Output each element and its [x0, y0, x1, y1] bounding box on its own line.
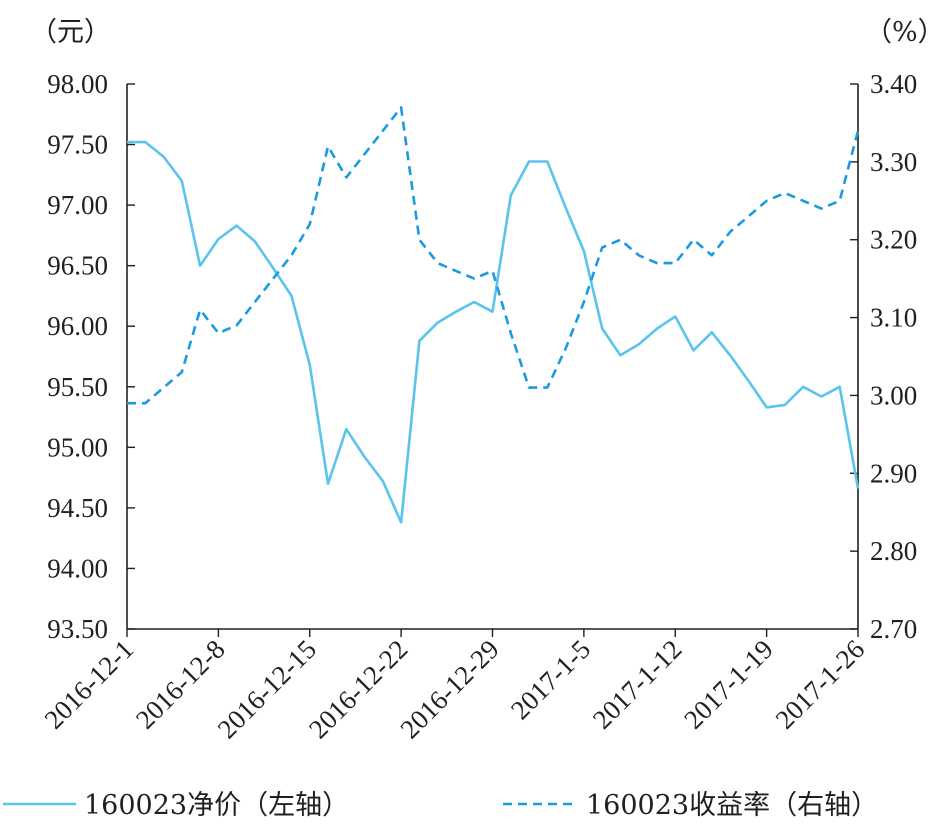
x-tick-label: 2017-1-19 — [678, 634, 779, 735]
legend-label-net-price: 160023净价（左轴） — [84, 790, 349, 821]
left-axis-ticks: 93.50 94.00 94.50 95.00 95.50 96.00 96.50 97.00… — [47, 69, 135, 644]
series-layer — [127, 106, 860, 524]
left-tick-label: 97.00 — [47, 190, 108, 220]
left-tick-label: 97.50 — [47, 130, 108, 160]
left-tick-label: 95.50 — [47, 372, 108, 402]
x-tick-label: 2016-12-22 — [303, 634, 413, 744]
x-tick-label: 2017-1-12 — [587, 634, 688, 735]
right-axis-ticks: 2.70 2.80 2.90 3.00 3.10 3.20 3.30 3.40 — [850, 69, 917, 644]
right-tick-label: 2.70 — [870, 614, 917, 644]
x-tick-label: 2016-12-1 — [38, 634, 139, 735]
axes — [126, 84, 859, 630]
right-tick-label: 3.10 — [870, 303, 917, 333]
left-tick-label: 96.00 — [47, 311, 108, 341]
left-tick-label: 96.50 — [47, 251, 108, 281]
x-axis-ticks: 2016-12-12016-12-82016-12-152016-12-2220… — [38, 629, 870, 744]
legend: 160023净价（左轴） 160023收益率（右轴） — [3, 790, 878, 821]
right-axis-unit-label: （%） — [865, 17, 943, 48]
left-tick-label: 98.00 — [47, 69, 108, 99]
left-tick-label: 94.00 — [47, 553, 108, 583]
right-tick-label: 3.00 — [870, 380, 917, 410]
series-line-yield — [127, 106, 860, 405]
x-tick-label: 2016-12-15 — [212, 634, 322, 744]
right-tick-label: 3.40 — [870, 69, 917, 99]
x-tick-label: 2016-12-29 — [394, 634, 504, 744]
right-tick-label: 3.30 — [870, 147, 917, 177]
x-tick-label: 2017-1-5 — [505, 634, 596, 725]
left-axis-unit-label: （元） — [30, 17, 111, 48]
legend-label-yield: 160023收益率（右轴） — [586, 790, 878, 821]
right-tick-label: 2.80 — [870, 536, 917, 566]
left-tick-label: 94.50 — [47, 493, 108, 523]
left-tick-label: 93.50 — [47, 614, 108, 644]
right-tick-label: 3.20 — [870, 225, 917, 255]
left-tick-label: 95.00 — [47, 432, 108, 462]
right-tick-label: 2.90 — [870, 458, 917, 488]
x-tick-label: 2017-1-26 — [769, 634, 870, 735]
series-line-net-price — [127, 140, 860, 524]
